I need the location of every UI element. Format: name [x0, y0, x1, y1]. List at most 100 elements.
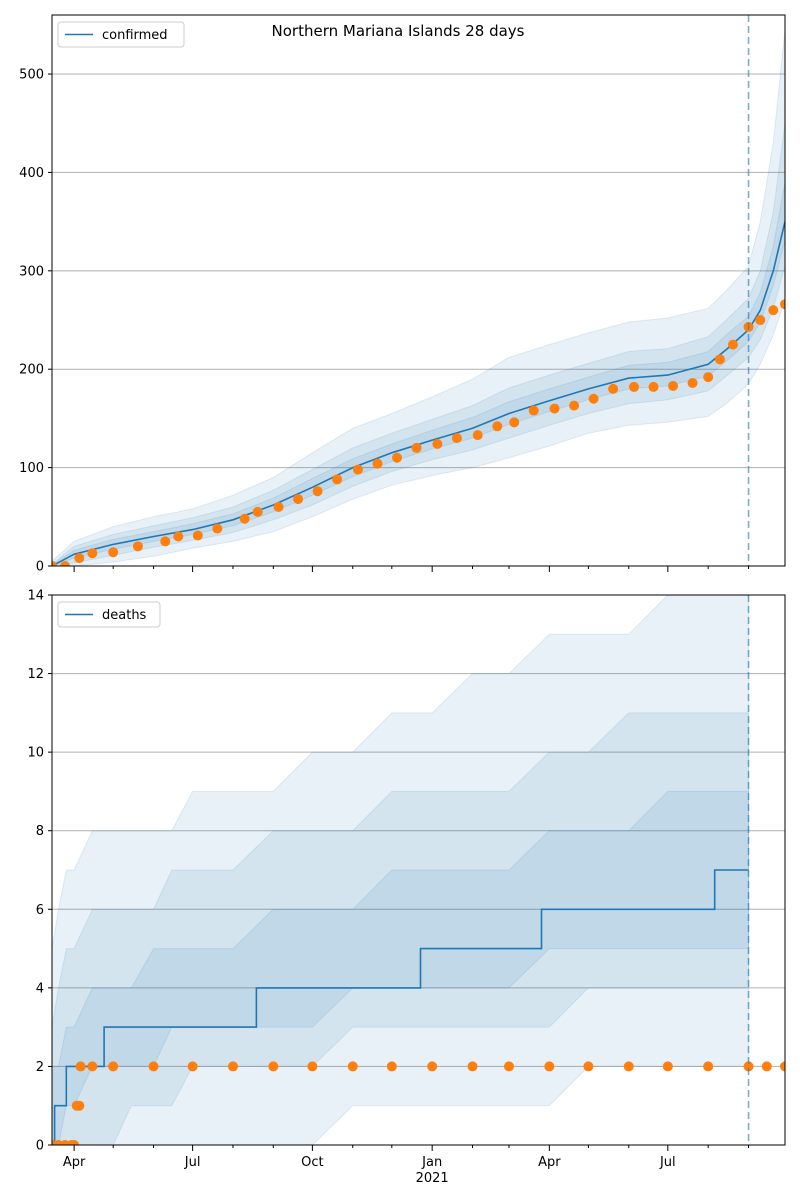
y-tick-label: 14 — [27, 589, 44, 604]
observed-point — [108, 547, 119, 558]
y-tick-label: 500 — [19, 68, 44, 83]
observed-point — [411, 442, 422, 453]
observed-point — [69, 1140, 80, 1145]
observed-point — [132, 541, 143, 552]
observed-point — [75, 1061, 86, 1072]
observed-point — [372, 458, 383, 469]
y-tick-label: 0 — [36, 1139, 44, 1154]
observed-point — [293, 494, 304, 505]
observed-point — [74, 553, 85, 564]
observed-point — [569, 400, 580, 411]
observed-point — [268, 1061, 279, 1072]
observed-point — [347, 1061, 358, 1072]
observed-point — [492, 421, 503, 432]
observed-point — [755, 315, 766, 326]
uncertainty-band — [52, 29, 785, 566]
observed-point — [467, 1061, 478, 1072]
observed-point — [761, 1061, 772, 1072]
observed-point — [743, 1061, 754, 1072]
observed-point — [108, 1061, 119, 1072]
observed-point — [780, 299, 785, 310]
observed-point — [528, 405, 539, 416]
y-tick-label: 6 — [36, 903, 44, 918]
uncertainty-band — [52, 182, 785, 566]
y-tick-label: 200 — [19, 363, 44, 378]
observed-point — [173, 531, 184, 542]
observed-point — [768, 305, 779, 316]
observed-point — [549, 403, 560, 414]
y-tick-label: 12 — [27, 667, 44, 682]
observed-point — [252, 506, 263, 517]
x-tick-sublabel: 2021 — [416, 1171, 449, 1186]
observed-point — [386, 1061, 397, 1072]
observed-point — [432, 438, 443, 449]
legend: confirmed — [57, 21, 185, 48]
y-tick-label: 0 — [36, 560, 44, 575]
uncertainty-band — [52, 123, 785, 566]
observed-point — [509, 417, 520, 428]
x-tick-label: Jul — [659, 1155, 676, 1170]
observed-point — [187, 1061, 198, 1072]
observed-point — [727, 339, 738, 350]
plot-area — [52, 29, 785, 566]
y-tick-label: 400 — [19, 166, 44, 181]
observed-point — [588, 393, 599, 404]
y-tick-label: 300 — [19, 264, 44, 279]
x-tick-label: Apr — [63, 1155, 86, 1170]
observed-point — [74, 1100, 85, 1111]
legend-box — [57, 601, 161, 628]
observed-point — [227, 1061, 238, 1072]
figure-title: Northern Mariana Islands 28 days — [272, 22, 525, 40]
observed-point — [312, 486, 323, 497]
observed-point — [392, 452, 403, 463]
observed-point — [472, 430, 483, 441]
observed-point — [212, 523, 223, 534]
x-tick-label: Jul — [184, 1155, 201, 1170]
x-tick-label: Jan — [421, 1155, 442, 1170]
observed-point — [273, 501, 284, 512]
plot-area — [52, 595, 785, 1145]
observed-point — [60, 561, 71, 566]
y-tick-label: 100 — [19, 461, 44, 476]
observed-point — [703, 1061, 714, 1072]
model-line — [52, 869, 749, 1145]
observed-point — [239, 513, 250, 524]
observed-point — [668, 380, 679, 391]
plot-frame — [51, 594, 786, 1146]
observed-point — [52, 561, 57, 566]
observed-point — [608, 383, 619, 394]
y-tick-label: 8 — [36, 824, 44, 839]
y-tick-label: 4 — [36, 981, 44, 996]
legend-box — [57, 21, 185, 48]
observed-point — [648, 381, 659, 392]
plot-frame — [51, 14, 786, 567]
observed-point — [687, 377, 698, 388]
observed-point — [628, 381, 639, 392]
legend-label: deaths — [102, 608, 147, 623]
observed-point — [87, 1061, 98, 1072]
observed-point — [352, 464, 363, 475]
legend: deaths — [57, 601, 161, 628]
observed-point — [662, 1061, 673, 1072]
observed-point — [160, 536, 171, 547]
legend-label: confirmed — [102, 28, 168, 43]
observed-point — [332, 474, 343, 485]
observed-point — [780, 1061, 785, 1072]
observed-point — [192, 530, 203, 541]
y-tick-label: 10 — [27, 746, 44, 761]
observed-point — [503, 1061, 514, 1072]
y-tick-label: 2 — [36, 1060, 44, 1075]
observed-point — [307, 1061, 318, 1072]
x-tick-label: Oct — [301, 1155, 323, 1170]
observed-point — [451, 433, 462, 444]
observed-point — [148, 1061, 159, 1072]
x-tick-label: Apr — [538, 1155, 561, 1170]
observed-point — [703, 372, 714, 383]
uncertainty-band — [52, 712, 749, 1145]
observed-point — [623, 1061, 634, 1072]
confirmed-panel: 0 100 200 300 400 500 confirmed — [19, 14, 786, 575]
observed-point — [427, 1061, 438, 1072]
observed-point — [544, 1061, 555, 1072]
